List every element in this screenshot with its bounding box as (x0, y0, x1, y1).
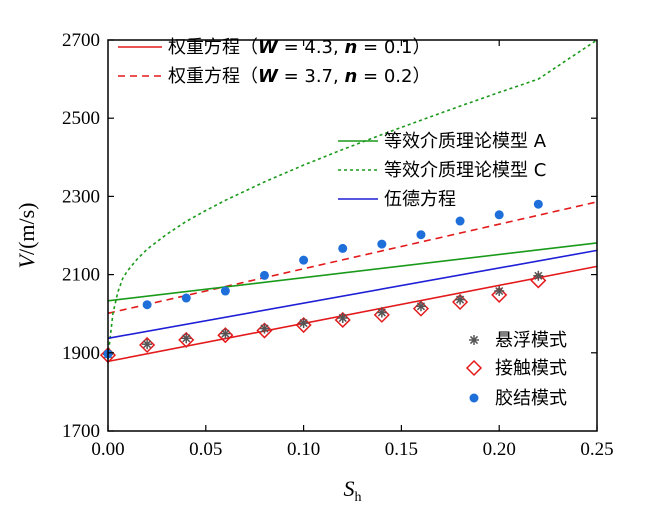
plot-frame (107, 39, 598, 432)
diamond-marker (530, 272, 547, 289)
asterisk-marker (415, 301, 426, 312)
circle-marker (142, 300, 152, 310)
asterisk-marker (533, 270, 544, 281)
series-line-1 (107, 201, 598, 315)
circle-marker (416, 230, 426, 240)
x-tick-label: 0.15 (385, 439, 418, 460)
legend-models: 等效介质理论模型 A 等效介质理论模型 C 伍德方程 (338, 131, 547, 210)
plot-lines (107, 39, 598, 363)
legend-item-emt-c: 等效介质理论模型 C (338, 160, 546, 181)
asterisk-marker (220, 328, 231, 339)
legend-markers: 悬浮模式 接触模式 胶结模式 (465, 330, 567, 409)
legend-item-wood: 伍德方程 (338, 189, 456, 210)
legend-label-emt-c: 等效介质理论模型 C (384, 160, 546, 181)
series-line-0 (107, 265, 598, 363)
y-tick-label: 1700 (62, 421, 100, 442)
y-axis-label: V/(m/s) (14, 202, 39, 268)
legend-item-contact: 接触模式 (465, 358, 567, 379)
diamond-marker (217, 327, 234, 344)
x-axis-label: Sh (344, 476, 362, 505)
x-tick-label: 0.05 (189, 439, 222, 460)
y-tick-label: 1900 (62, 343, 100, 364)
series-line-3 (107, 39, 598, 357)
legend-label-wood: 伍德方程 (384, 189, 456, 210)
circle-marker (455, 216, 465, 226)
circle-marker (377, 239, 387, 249)
legend-label-emt-a: 等效介质理论模型 A (384, 131, 547, 152)
y-tick-label: 2100 (62, 265, 100, 286)
y-tick-label: 2300 (62, 186, 100, 207)
legend-label-weight-eq-2: 权重方程（W = 3.7, n = 0.2） (168, 66, 430, 87)
x-tick-label: 0.25 (580, 439, 613, 460)
legend-marker-asterisk (469, 335, 479, 345)
asterisk-marker (142, 339, 153, 350)
asterisk-marker (259, 323, 270, 334)
asterisk-marker (469, 335, 479, 345)
legend-item-suspension: 悬浮模式 (469, 330, 567, 351)
x-axis-symbol: S (344, 476, 355, 501)
x-tick-label: 0.00 (91, 439, 124, 460)
legend-item-weight-eq-2: 权重方程（W = 3.7, n = 0.2） (118, 66, 430, 87)
legend-label-contact: 接触模式 (495, 358, 567, 379)
legend-marker-diamond (465, 359, 483, 377)
diamond-marker (491, 286, 508, 303)
circle-marker (259, 270, 269, 280)
legend-item-weight-eq-1: 权重方程（W = 4.3, n = 0.1） (118, 37, 430, 58)
y-axis-unit: /(m/s) (14, 202, 39, 255)
axis-ticks: 0.00 0.05 0.10 0.15 0.20 0.25 1700 1900 2100 2300… (62, 30, 614, 460)
legend-marker-circle (469, 393, 479, 403)
y-tick-label: 2700 (62, 30, 100, 51)
x-tick-label: 0.20 (483, 439, 516, 460)
x-axis-subscript: h (355, 490, 362, 505)
circle-marker (220, 286, 230, 296)
circle-marker (469, 393, 479, 403)
series-line-4 (107, 249, 598, 340)
circle-marker (338, 243, 348, 253)
legend-label-cement: 胶结模式 (495, 388, 567, 409)
series-line-2 (107, 242, 598, 302)
legend-label-suspension: 悬浮模式 (495, 330, 567, 351)
legend-item-cement: 胶结模式 (469, 388, 567, 409)
diamond-marker (178, 331, 195, 348)
y-tick-label: 2500 (62, 108, 100, 129)
legend-label-weight-eq-1: 权重方程（W = 4.3, n = 0.1） (168, 37, 430, 58)
circle-marker (181, 293, 191, 303)
asterisk-marker (298, 318, 309, 329)
circle-marker (494, 210, 504, 220)
asterisk-marker (376, 307, 387, 318)
x-tick-label: 0.10 (287, 439, 320, 460)
y-axis-symbol: V (14, 253, 39, 269)
asterisk-marker (181, 333, 192, 344)
asterisk-marker (494, 286, 505, 297)
plot-markers (99, 199, 547, 364)
asterisk-marker (455, 294, 466, 305)
asterisk-marker (337, 313, 348, 324)
legend-item-emt-a: 等效介质理论模型 A (338, 131, 547, 152)
circle-marker (299, 255, 309, 265)
legend-lines: 权重方程（W = 4.3, n = 0.1） 权重方程（W = 3.7, n =… (118, 37, 430, 87)
diamond-marker (139, 336, 156, 354)
diamond-marker (465, 359, 483, 377)
circle-marker (533, 199, 543, 209)
